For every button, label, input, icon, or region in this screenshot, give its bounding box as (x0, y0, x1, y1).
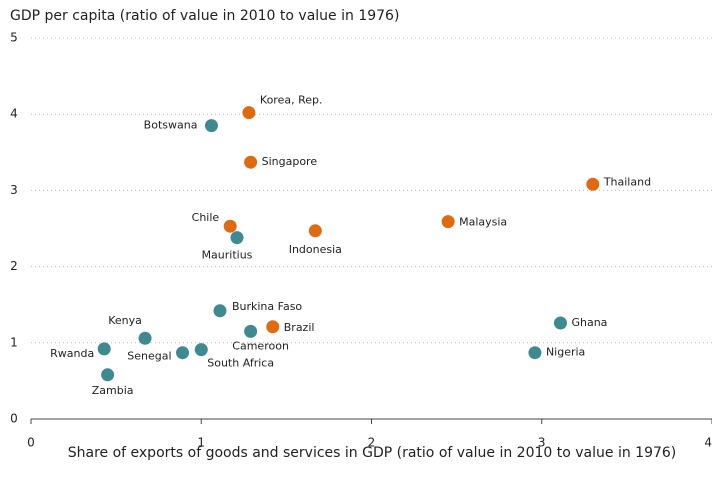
y-tick-label: 2 (10, 259, 18, 273)
x-tick-label: 0 (27, 436, 35, 450)
point (242, 106, 256, 120)
point (101, 368, 115, 382)
x-tick-label: 3 (538, 436, 546, 450)
point-label: Botswana (144, 119, 198, 132)
point-label: Rwanda (50, 347, 94, 360)
point (308, 224, 322, 238)
chart-title: GDP per capita (ratio of value in 2010 t… (10, 8, 399, 24)
point (230, 231, 244, 245)
point-label: Indonesia (289, 243, 342, 256)
point-label: Mauritius (202, 249, 253, 262)
point-label: Cameroon (232, 339, 289, 352)
point (194, 343, 208, 357)
y-tick-label: 4 (10, 107, 18, 121)
point-label: Thailand (603, 175, 651, 188)
point (138, 331, 152, 345)
point (213, 304, 227, 318)
point-label: Singapore (262, 155, 318, 168)
point-label: Chile (192, 211, 220, 224)
point (441, 215, 455, 229)
point-label: Kenya (108, 314, 142, 327)
point (553, 316, 567, 330)
point-label: Korea, Rep. (260, 94, 323, 107)
y-tick-label: 5 (10, 31, 18, 45)
point-label: Senegal (127, 350, 171, 363)
point (528, 346, 542, 360)
point-label: Nigeria (546, 346, 585, 359)
point (204, 119, 218, 133)
y-tick-label: 1 (10, 335, 18, 349)
point-label: Burkina Faso (232, 300, 302, 313)
point-label: Malaysia (459, 216, 507, 229)
y-tick-label: 0 (10, 412, 18, 426)
point (266, 320, 280, 334)
point-label: South Africa (207, 357, 274, 370)
x-tick-label: 2 (368, 436, 376, 450)
x-tick-label: 4 (704, 436, 712, 450)
point-label: Brazil (284, 321, 315, 334)
point (176, 346, 190, 360)
x-axis-title: Share of exports of goods and services i… (68, 445, 677, 461)
point (586, 177, 600, 191)
point (244, 155, 258, 169)
x-tick-label: 1 (197, 436, 205, 450)
point (97, 342, 111, 356)
y-tick-label: 3 (10, 183, 18, 197)
point-label: Ghana (571, 316, 607, 329)
point-label: Zambia (92, 384, 134, 397)
point (223, 219, 237, 233)
point (244, 324, 258, 338)
